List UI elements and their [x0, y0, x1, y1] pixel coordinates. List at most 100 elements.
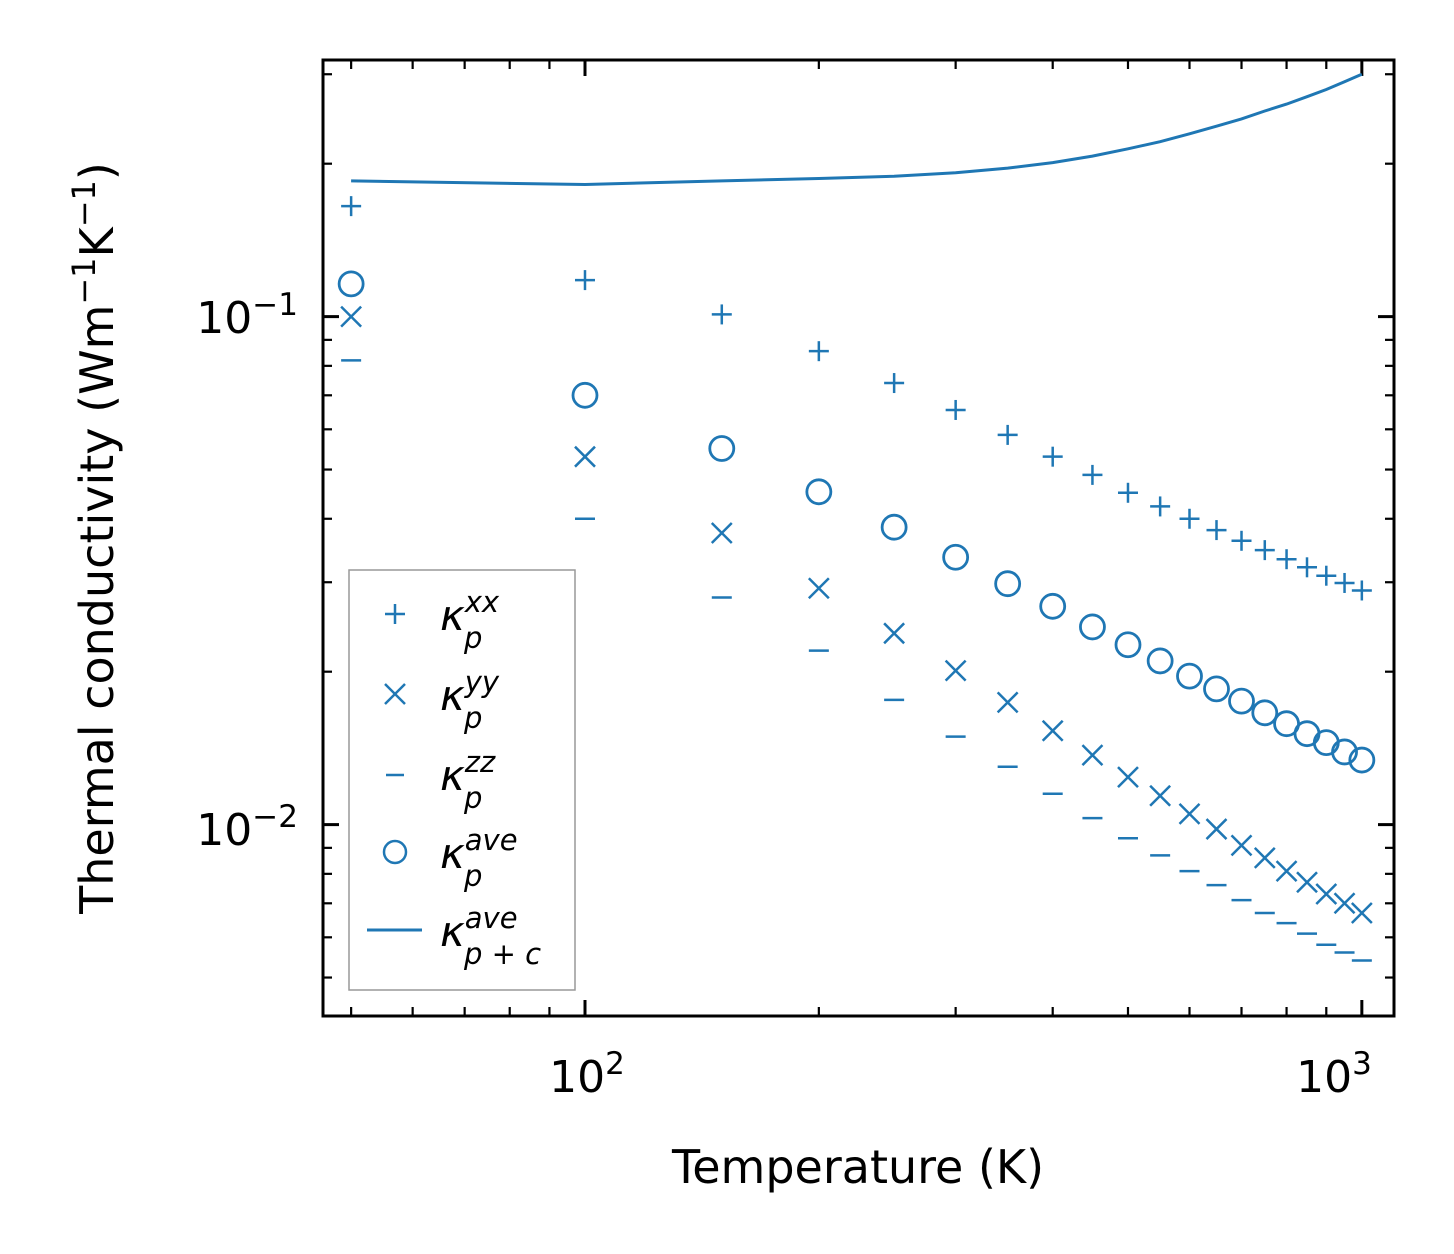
data-point-yy-b [807, 577, 830, 600]
series-ave [337, 270, 1376, 774]
data-point-ave [1079, 613, 1106, 641]
data-point-yy [1041, 719, 1064, 742]
data-point-ave [1251, 699, 1279, 727]
series-xx [341, 196, 1372, 601]
data-point-yy-b [1275, 860, 1298, 882]
data-point-xx [1150, 496, 1171, 517]
data-point-ave [337, 270, 365, 298]
legend-item-xx: κxx p [385, 585, 500, 655]
legend-label-ave: κave p [440, 823, 518, 893]
legend-item-zz: κzz p [386, 745, 496, 815]
data-point-ave [1203, 675, 1230, 703]
data-point-xx [1231, 530, 1252, 551]
legend-label-yy: κyy p [440, 665, 500, 735]
data-point-yy [1315, 883, 1338, 905]
data-point-yy [340, 305, 363, 328]
x-tick-label-1000: 103 [1296, 1046, 1372, 1103]
data-point-ave [1146, 647, 1174, 675]
data-point-ave [1348, 746, 1376, 774]
legend-label-ave-total: κave p + c [440, 901, 541, 971]
y-tick-label-0.01: 10−2 [196, 799, 298, 856]
data-point-yy [944, 659, 967, 682]
data-point-xx [341, 196, 362, 217]
data-point-xx [1117, 482, 1138, 503]
x-tick-label-100: 102 [549, 1046, 625, 1103]
data-point-yy-b [1230, 834, 1253, 857]
data-point-ave [708, 435, 736, 462]
legend-marker-cross [384, 683, 406, 705]
data-point-yy [710, 522, 733, 544]
series-ave_total [351, 72, 1363, 187]
data-point-ave [1331, 738, 1358, 766]
legend-item-ave-total: κave p + c [367, 901, 541, 971]
legend-item-yy: κyy p [384, 665, 500, 735]
data-point-xx [1316, 565, 1337, 586]
x-axis-label: Temperature (K) [671, 1140, 1044, 1194]
data-point-xx [1179, 508, 1200, 529]
data-point-yy-b [1041, 719, 1064, 742]
data-point-yy [996, 691, 1019, 714]
data-point-ave [994, 570, 1022, 598]
data-point-xx [1297, 557, 1318, 578]
data-point-yy-b [1205, 818, 1228, 840]
data-point-xx [1351, 580, 1372, 601]
series-yy [340, 305, 1373, 924]
data-point-yy [1205, 818, 1228, 840]
data-point-yy [1275, 860, 1298, 882]
data-point-yy-b [883, 622, 906, 645]
y-tick-label-0.1: 10−1 [196, 287, 298, 344]
data-point-yy [1178, 802, 1201, 825]
data-point-yy [807, 577, 830, 600]
data-point-yy-b [996, 691, 1019, 714]
data-point-yy-b [1081, 744, 1104, 767]
data-point-yy-b [710, 522, 733, 544]
data-point-yy-b [1178, 802, 1201, 825]
data-point-ave [1039, 592, 1067, 620]
data-point-xx [997, 424, 1018, 445]
legend-item-ave: κave p [382, 823, 518, 893]
data-point-ave [1114, 631, 1142, 659]
data-point-yy-b [1149, 784, 1172, 807]
data-point-yy [1081, 744, 1104, 767]
data-point-xx [1276, 549, 1297, 570]
legend-label-zz: κzz p [440, 745, 496, 815]
data-point-yy [1253, 847, 1276, 869]
data-point-xx [1042, 446, 1063, 467]
data-point-ave [880, 513, 908, 541]
data-point-yy [1296, 871, 1318, 894]
data-point-xx [884, 373, 905, 394]
series-layer [337, 72, 1376, 962]
data-point-ave [805, 478, 833, 506]
legend: κxx p κyy p κzz p κave p κave p + c [348, 569, 576, 991]
major-ticks [323, 60, 1394, 1016]
data-point-yy-b [1117, 766, 1139, 789]
data-point-ave [942, 543, 970, 571]
data-point-xx [574, 270, 595, 291]
plot-frame [321, 58, 1396, 1018]
data-point-ave [1312, 729, 1340, 757]
data-point-yy-b [1350, 902, 1373, 924]
data-point-ave [1176, 662, 1203, 690]
legend-label-xx: κxx p [440, 585, 500, 655]
data-point-xx [1082, 464, 1103, 485]
data-point-yy-b [944, 659, 967, 682]
data-point-yy [1350, 902, 1373, 924]
data-point-ave [1228, 687, 1255, 715]
data-point-xx [945, 399, 966, 420]
data-point-xx [1206, 520, 1227, 541]
data-point-xx [1254, 540, 1275, 561]
data-point-yy-b [574, 445, 596, 468]
data-point-yy-b [1333, 892, 1356, 915]
data-point-yy [883, 622, 906, 645]
legend-box [348, 569, 576, 991]
data-point-yy [1230, 834, 1253, 857]
data-point-xx [1334, 572, 1355, 593]
series-line-ave_total [351, 72, 1363, 187]
series-zz [341, 359, 1372, 962]
data-point-yy [574, 445, 596, 468]
data-point-ave [571, 381, 599, 409]
data-point-yy [1149, 784, 1172, 807]
y-axis-label: Thermal conductivity (Wm−1K−1) [65, 162, 124, 915]
legend-marker-plus [385, 604, 405, 624]
